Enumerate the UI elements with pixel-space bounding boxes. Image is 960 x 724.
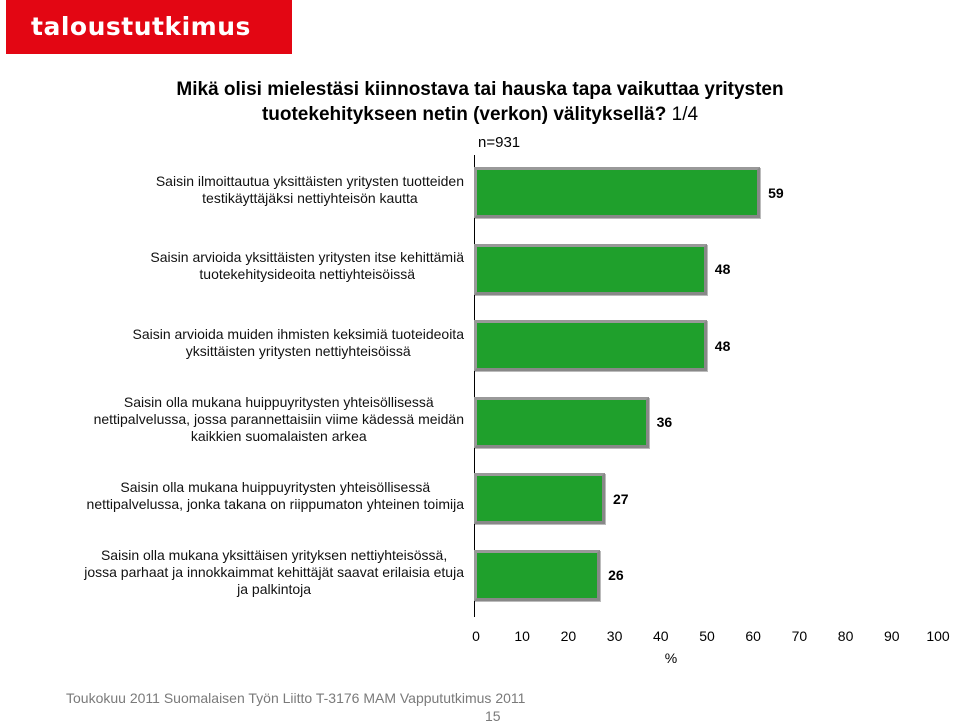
x-tick-label: 50	[699, 628, 715, 644]
bar	[474, 396, 649, 448]
bar	[474, 549, 601, 601]
footer-text: Toukokuu 2011 Suomalaisen Työn Liitto T-…	[66, 690, 526, 706]
bar	[474, 167, 761, 218]
x-tick-label: 30	[606, 628, 623, 644]
chart-title-line-2: tuotekehitykseen netin (verkon) välityks…	[0, 102, 960, 127]
y-axis-line	[474, 155, 475, 617]
company-logo: taloustutkimus oy	[6, 0, 292, 95]
x-tick-label: 10	[514, 628, 530, 644]
x-tick-label: 60	[745, 628, 761, 644]
category-label: Saisin arvioida muiden ihmisten keksimiä…	[132, 326, 464, 360]
bar-value-label: 59	[768, 184, 784, 201]
category-label: Saisin olla mukana huippuyritysten yhtei…	[87, 479, 464, 513]
x-tick-label: 70	[791, 628, 808, 644]
category-label-line: nettipalvelussa, jonka takana on riippum…	[86, 495, 464, 512]
category-label-line: tuotekehitysideoita nettiyhteisöissä	[199, 266, 415, 282]
bar-value-label: 48	[714, 337, 731, 354]
category-label-line: kaikkien suomalaisten arkea	[190, 427, 367, 444]
chart-title-page: 1/4	[671, 104, 699, 125]
bar-value-label: 26	[608, 567, 624, 583]
bar	[474, 243, 707, 295]
chart-title-text: tuotekehitykseen netin (verkon) välityks…	[261, 104, 667, 125]
category-label: Saisin ilmoittautua yksittäisten yrityst…	[156, 173, 464, 207]
category-label-line: nettipalvelussa, jossa parannettaisiin v…	[93, 410, 464, 427]
page-number: 15	[485, 708, 501, 724]
category-label: Saisin arvioida yksittäisten yritysten i…	[150, 249, 464, 283]
category-label-line: Saisin ilmoittautua yksittäisten yrityst…	[155, 172, 464, 189]
chart-title-line-1: Mikä olisi mielestäsi kiinnostava tai ha…	[176, 79, 784, 100]
category-label-line: testikäyttäjäksi nettiyhteisön kautta	[202, 189, 418, 206]
category-label-line: Saisin arvioida yksittäisten yritysten i…	[150, 249, 464, 265]
category-label-line: Saisin olla mukana yksittäisen yrityksen…	[100, 546, 448, 563]
x-tick-label: 40	[653, 628, 669, 644]
sample-size-label: n=931	[478, 134, 521, 151]
category-label: Saisin olla mukana yksittäisen yrityksen…	[84, 547, 464, 598]
x-tick-label: 20	[560, 628, 577, 644]
category-label: Saisin olla mukana huippuyritysten yhtei…	[94, 394, 464, 445]
category-label-line: Saisin arvioida muiden ihmisten keksimiä…	[132, 325, 464, 342]
bar	[474, 320, 707, 371]
bar-value-label: 27	[612, 490, 629, 507]
category-label-line: Saisin olla mukana huippuyritysten yhtei…	[120, 478, 431, 495]
x-tick-label: 90	[884, 628, 900, 644]
bar-value-label: 48	[714, 261, 731, 277]
bar	[474, 473, 605, 524]
x-axis-label: %	[664, 650, 678, 666]
x-tick-label: 80	[837, 628, 854, 644]
x-tick-label: 100	[926, 628, 950, 644]
category-label-line: jossa parhaat ja innokkaimmat kehittäjät…	[84, 563, 464, 580]
category-label-line: yksittäisten yritysten nettiyhteisöissä	[185, 342, 411, 359]
bar-value-label: 36	[656, 414, 673, 430]
category-label-line: Saisin olla mukana huippuyritysten yhtei…	[123, 393, 434, 410]
x-tick-label: 0	[472, 628, 480, 644]
category-label-line: ja palkintoja	[237, 580, 312, 597]
